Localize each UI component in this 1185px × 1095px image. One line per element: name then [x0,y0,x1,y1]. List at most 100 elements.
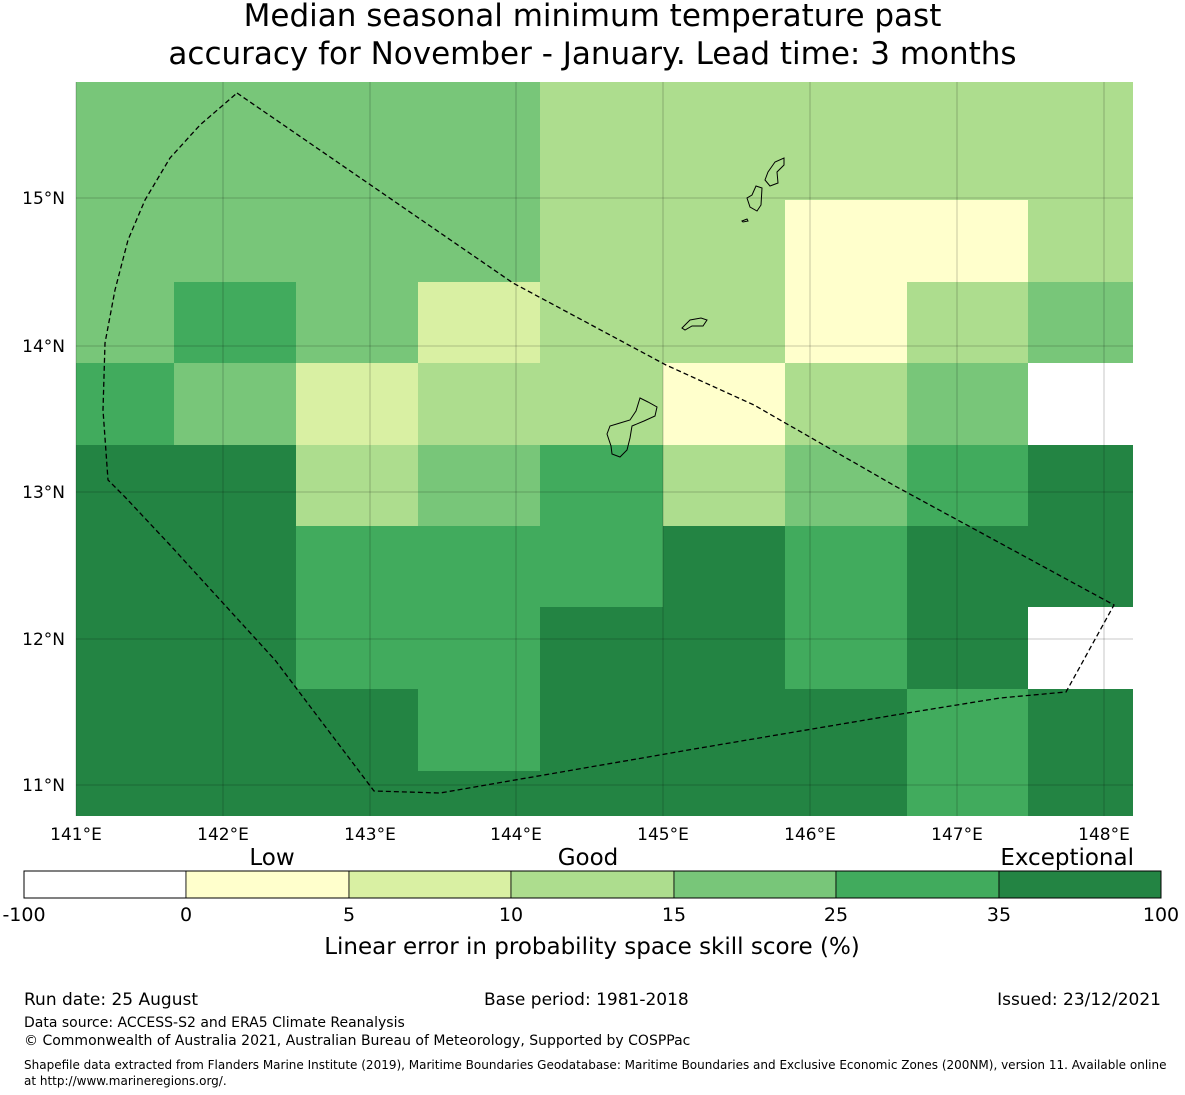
copyright: © Commonwealth of Australia 2021, Austra… [24,1033,691,1049]
grid-cell [907,607,1028,689]
colorbar-segment [23,870,187,899]
grid-cell [76,363,174,445]
grid-cell [540,363,663,445]
grid-cell [76,82,540,200]
grid-cell [663,607,785,689]
shapefile-credit-line-1: Shapefile data extracted from Flanders M… [24,1058,1167,1072]
grid-cell [540,82,1133,200]
grid-cell [418,526,540,607]
grid-cell [418,282,540,363]
grid-cell [785,445,907,526]
colorbar-tick-label: 10 [499,904,523,926]
colorbar-tick-label: 5 [343,904,355,926]
colorbar-tick-label: 15 [662,904,686,926]
colorbar-tick-label: 35 [987,904,1011,926]
shapefile-credit-line-2: at http://www.marineregions.org/. [24,1074,227,1088]
longitude-tick-label: 142°E [197,825,249,845]
latitude-labels: 15°N 14°N 13°N 12°N 11°N [22,189,65,796]
grid-cell [663,526,785,607]
longitude-tick-label: 146°E [784,825,836,845]
grid-cell [1028,200,1133,282]
base-period: Base period: 1981-2018 [484,990,689,1010]
longitude-labels: 141°E 142°E 143°E 144°E 145°E 146°E 147°E 148°E [50,825,1130,845]
longitude-tick-label: 145°E [637,825,689,845]
grid-cell [540,200,785,282]
island-guam [606,397,658,458]
colorbar: -100 0 5 10 15 25 35 100 Low Good Exceptional Linea… [2,845,1179,960]
grid-cell [785,282,907,363]
grid-cell [785,526,907,607]
grid-cell [785,200,1028,282]
grid-cell [907,445,1028,526]
longitude-tick-label: 141°E [50,825,102,845]
grid-cell [418,445,540,526]
island-tinian [746,185,763,212]
grid-cell [1028,526,1133,607]
grid-cell [76,771,418,816]
grid-cell [76,200,540,282]
graticule [75,82,1133,816]
grid-cell [907,526,1028,607]
island-saipan [764,157,785,187]
latitude-tick-label: 14°N [22,337,65,357]
latitude-tick-label: 13°N [22,483,65,503]
grid-cell [663,363,785,445]
grid-cell [1028,771,1133,816]
colorbar-segment [348,870,512,899]
grid-cell [296,607,540,689]
colorbar-tick-label: 100 [1143,904,1179,926]
grid-cell [663,445,785,526]
longitude-tick-label: 144°E [490,825,542,845]
grid-cell [1028,689,1133,771]
colorbar-tick-label: 25 [824,904,848,926]
grid-cell [540,526,663,607]
grid-cell [785,363,907,445]
colorbar-segment [835,870,1000,899]
longitude-tick-label: 148°E [1078,825,1130,845]
grid-cell [296,363,418,445]
colorbar-segment [510,870,675,899]
map-title-line-1: Median seasonal minimum temperature past [243,0,942,34]
grid-cell [540,445,663,526]
grid-cell [76,445,296,526]
grid-cell [76,607,296,689]
grid-cell [76,526,296,607]
run-date: Run date: 25 August [24,990,198,1010]
colorbar-segment [998,870,1162,899]
colorbar-tick-label: -100 [2,904,45,926]
eez-boundary [102,92,1115,794]
latitude-tick-label: 15°N [22,189,65,209]
colorbar-category-label: Good [558,845,619,871]
grid-cell [907,282,1028,363]
grid-cell [76,282,174,363]
grid-cell [540,282,785,363]
longitude-tick-label: 147°E [931,825,983,845]
island-outlines [606,157,785,458]
grid-cell [296,526,418,607]
skill-score-grid [76,82,1133,816]
grid-cell [907,689,1028,771]
grid-cell [540,689,907,771]
grid-cell [76,689,418,771]
grid-cell [540,771,907,816]
latitude-tick-label: 12°N [22,630,65,650]
grid-cell [1028,445,1133,526]
grid-cell [418,363,540,445]
colorbar-tick-label: 0 [180,904,192,926]
grid-cell [174,363,296,445]
grid-cell [785,607,907,689]
longitude-tick-label: 143°E [344,825,396,845]
grid-cell [540,607,663,689]
grid-cell [296,445,418,526]
data-source: Data source: ACCESS-S2 and ERA5 Climate … [24,1015,405,1031]
island-aguijan [741,218,749,223]
colorbar-segment [185,870,350,899]
grid-cell [907,363,1028,445]
colorbar-axis-label: Linear error in probability space skill … [324,934,860,960]
colorbar-category-label: Low [249,845,294,871]
grid-cell [1028,282,1133,363]
colorbar-outline [23,870,1162,899]
colorbar-segment [673,870,837,899]
island-rota [681,317,708,331]
